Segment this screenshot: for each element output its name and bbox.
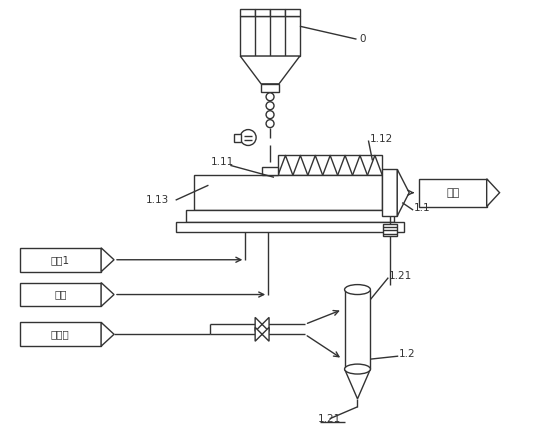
Text: 1.12: 1.12 (370, 133, 393, 144)
Circle shape (240, 130, 256, 145)
Polygon shape (101, 248, 114, 272)
Bar (240, 9, 255, 16)
Bar (270, 9, 285, 16)
Bar (185, 210, 394, 222)
Bar (345, 290, 370, 369)
Text: 1.21: 1.21 (318, 414, 341, 424)
Text: 0: 0 (360, 34, 366, 44)
Bar (240, 16, 300, 56)
Bar (19, 282, 101, 306)
Text: 1.21: 1.21 (389, 271, 412, 281)
Text: 1.11: 1.11 (210, 157, 234, 168)
Ellipse shape (345, 285, 370, 294)
Polygon shape (397, 169, 409, 216)
Bar (194, 175, 382, 210)
Circle shape (266, 110, 274, 118)
Polygon shape (240, 56, 300, 84)
Circle shape (266, 93, 274, 101)
Polygon shape (345, 369, 370, 399)
Bar (419, 179, 487, 206)
Text: 干燥气: 干燥气 (51, 329, 70, 339)
Ellipse shape (345, 364, 370, 374)
Bar (278, 156, 382, 175)
Bar (285, 9, 300, 16)
Text: 1.13: 1.13 (146, 195, 169, 205)
Text: 绺丝: 绺丝 (446, 188, 460, 198)
Polygon shape (255, 328, 262, 341)
Polygon shape (262, 328, 269, 341)
Bar (255, 9, 270, 16)
Bar (175, 222, 404, 232)
Bar (383, 224, 397, 236)
Bar (234, 133, 241, 141)
Text: 热风: 热风 (54, 290, 67, 300)
Bar (262, 168, 278, 175)
Bar (19, 248, 101, 272)
Polygon shape (262, 317, 269, 332)
Polygon shape (101, 282, 114, 306)
Circle shape (266, 102, 274, 110)
Text: 1.2: 1.2 (399, 349, 416, 359)
Polygon shape (255, 317, 262, 332)
Polygon shape (487, 179, 500, 206)
Text: 1.1: 1.1 (414, 203, 431, 213)
Bar (382, 169, 397, 216)
Polygon shape (101, 322, 114, 346)
Circle shape (266, 120, 274, 128)
Bar (19, 322, 101, 346)
Text: 热风1: 热风1 (51, 255, 70, 265)
Bar (261, 84, 279, 92)
